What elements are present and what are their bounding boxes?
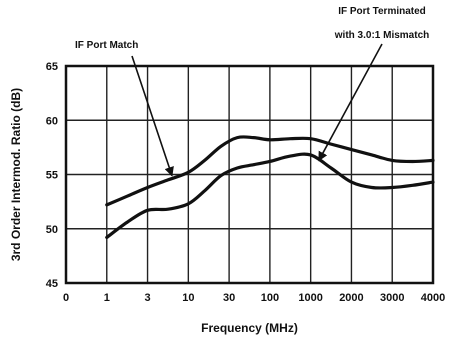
x-axis-label: Frequency (MHz): [201, 321, 298, 335]
y-axis-label: 3rd Order Intermod. Ratio (dB): [9, 88, 23, 261]
y-axis-ticks: 45 50 55 60 65: [46, 61, 58, 290]
annotation-arrow-1: [131, 55, 174, 177]
y-tick-label: 60: [46, 115, 58, 127]
x-tick-label: 0: [63, 292, 69, 304]
x-tick-label: 4000: [421, 292, 445, 304]
x-tick-label: 1000: [298, 292, 322, 304]
annotation-if-port-terminated-line1: IF Port Terminated: [338, 6, 426, 17]
y-tick-label: 45: [46, 278, 58, 290]
y-tick-label: 50: [46, 224, 58, 236]
x-tick-label: 1: [104, 292, 110, 304]
annotation-arrow-2: [318, 43, 383, 162]
grid-lines: [65, 65, 434, 284]
x-tick-label: 100: [261, 292, 279, 304]
series-line-1: [105, 135, 435, 207]
x-axis-ticks: 0 1 3 10 30 100 1000 2000 3000 4000: [63, 292, 445, 304]
annotation-if-port-terminated-line2: with 3.0:1 Mismatch: [334, 30, 429, 41]
plot-area-frame: [64, 64, 435, 285]
x-tick-label: 2000: [339, 292, 363, 304]
y-tick-label: 65: [46, 61, 58, 73]
series-line-2: [105, 152, 435, 240]
x-tick-label: 10: [182, 292, 194, 304]
x-tick-label: 3000: [380, 292, 404, 304]
annotations: IF Port Match IF Port Terminated with 3.0:…: [75, 6, 429, 177]
annotation-if-port-match: IF Port Match: [75, 40, 138, 51]
series-lines: [105, 135, 435, 240]
x-tick-label: 3: [144, 292, 150, 304]
y-tick-label: 55: [46, 170, 58, 182]
x-tick-label: 30: [223, 292, 235, 304]
